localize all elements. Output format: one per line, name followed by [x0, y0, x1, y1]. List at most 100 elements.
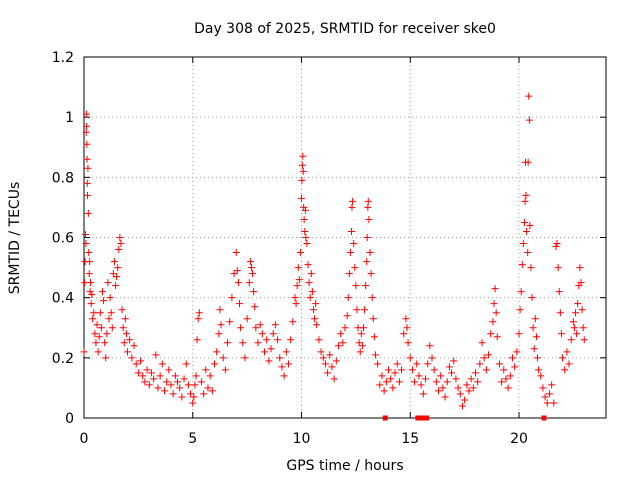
data-point: [517, 288, 525, 296]
data-point: [461, 396, 469, 404]
data-point: [230, 270, 238, 278]
data-point: [404, 339, 412, 347]
x-tick-label: 10: [293, 431, 311, 447]
data-point: [89, 315, 97, 323]
data-point: [359, 324, 367, 332]
data-point: [576, 264, 584, 272]
data-point: [548, 381, 556, 389]
data-point: [298, 161, 306, 169]
data-point: [524, 249, 532, 257]
data-point: [413, 360, 421, 368]
data-point: [389, 384, 397, 392]
data-point: [216, 306, 224, 314]
data-point: [134, 369, 142, 377]
flag-marker: [415, 415, 421, 421]
data-point: [301, 206, 309, 214]
data-point: [319, 354, 327, 362]
data-point: [190, 393, 198, 401]
data-point: [85, 249, 93, 257]
data-point: [147, 369, 155, 377]
data-point: [441, 393, 449, 401]
data-point: [391, 369, 399, 377]
data-point: [561, 366, 569, 374]
y-tick-label: 1.2: [52, 50, 74, 66]
data-point: [206, 372, 214, 380]
data-point: [292, 300, 300, 308]
data-point: [289, 318, 297, 326]
data-point: [543, 399, 551, 407]
data-point: [81, 279, 89, 287]
data-point: [366, 249, 374, 257]
data-point: [315, 336, 323, 344]
data-point: [403, 324, 411, 332]
data-point: [378, 372, 386, 380]
data-point: [247, 264, 255, 272]
data-point: [271, 321, 279, 329]
data-point: [454, 384, 462, 392]
data-point: [506, 372, 514, 380]
data-point: [182, 360, 190, 368]
data-point: [232, 249, 240, 257]
data-point: [97, 324, 105, 332]
flag-marker: [382, 415, 388, 421]
data-point: [552, 243, 560, 251]
data-point: [303, 240, 311, 248]
data-point: [113, 273, 121, 281]
data-point: [498, 378, 506, 386]
x-tick-label: 20: [510, 431, 528, 447]
data-point: [435, 387, 443, 395]
data-point: [530, 345, 538, 353]
data-point: [124, 348, 131, 356]
data-point: [284, 360, 292, 368]
data-point: [117, 240, 125, 248]
data-point: [487, 330, 495, 338]
data-point: [525, 116, 533, 124]
data-point: [341, 324, 349, 332]
data-point: [87, 279, 95, 287]
data-point: [83, 122, 91, 130]
data-point: [525, 92, 533, 100]
data-point: [192, 372, 200, 380]
data-point: [256, 321, 264, 329]
data-point: [463, 381, 471, 389]
data-point: [211, 360, 218, 368]
data-point: [567, 336, 575, 344]
data-point: [306, 294, 314, 302]
data-point: [382, 378, 390, 386]
data-point: [559, 354, 566, 362]
data-point: [353, 306, 361, 314]
data-point: [305, 279, 313, 287]
data-point: [395, 378, 403, 386]
axis-ticks: [83, 56, 606, 419]
data-point: [103, 330, 111, 338]
data-point: [364, 203, 372, 211]
data-point: [107, 309, 115, 317]
data-point: [545, 390, 553, 398]
data-point: [368, 294, 376, 302]
data-point: [311, 315, 319, 323]
data-point: [508, 354, 516, 362]
x-axis-label: GPS time / hours: [286, 458, 403, 474]
data-point: [130, 342, 138, 350]
data-point: [300, 203, 308, 211]
data-point: [86, 288, 94, 296]
y-tick-label: 0.6: [52, 231, 74, 247]
flag-marker: [541, 415, 547, 421]
data-point: [570, 324, 578, 332]
data-point: [573, 330, 581, 338]
data-point: [154, 384, 162, 392]
data-point: [193, 336, 201, 344]
data-point: [101, 339, 109, 347]
data-point: [152, 351, 160, 359]
data-point: [237, 324, 245, 332]
data-point: [332, 357, 340, 365]
data-point: [197, 378, 205, 386]
data-points: [80, 92, 588, 410]
data-point: [513, 348, 521, 356]
data-point: [208, 387, 216, 395]
data-point: [523, 227, 531, 235]
data-point: [469, 384, 477, 392]
data-point: [522, 191, 530, 199]
data-point: [579, 324, 587, 332]
data-point: [415, 372, 423, 380]
